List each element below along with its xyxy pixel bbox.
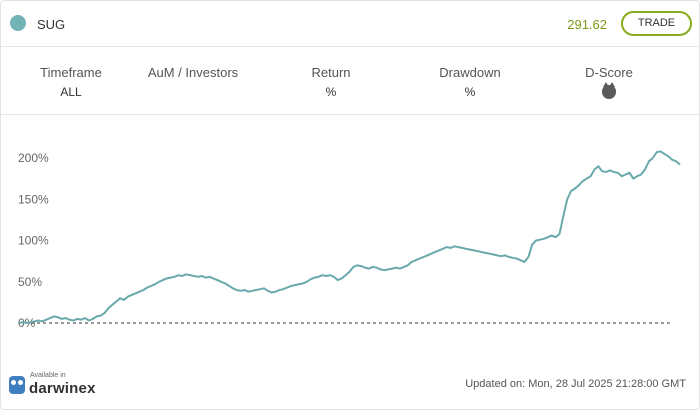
dscore-icon[interactable]: [602, 82, 616, 99]
darwinex-owl-icon: [9, 376, 25, 394]
darwinex-logo[interactable]: Available in darwinex: [9, 371, 129, 397]
stat-label: D-Score: [585, 65, 633, 80]
stat-value: %: [464, 85, 476, 99]
trade-button[interactable]: TRADE: [621, 11, 692, 36]
stat-drawdown: Drawdown %: [405, 65, 535, 101]
y-tick-label: 200%: [18, 151, 49, 165]
y-tick-label: 150%: [18, 192, 49, 206]
stats-row: Timeframe ALL AuM / Investors Return % D…: [1, 47, 700, 115]
strategy-name[interactable]: SUG: [37, 17, 66, 32]
darwinex-wordmark: darwinex: [29, 380, 96, 397]
stat-label: Return: [311, 65, 351, 80]
strategy-price: 291.62: [567, 17, 607, 32]
updated-timestamp: Updated on: Mon, 28 Jul 2025 21:28:00 GM…: [465, 378, 686, 390]
stat-timeframe: Timeframe ALL: [6, 65, 136, 101]
stat-dscore: D-Score: [544, 65, 674, 101]
stat-label: AuM / Investors: [147, 65, 239, 80]
return-series-line: [18, 150, 681, 324]
stat-return: Return %: [266, 65, 396, 101]
stat-label: Timeframe: [40, 65, 102, 80]
y-tick-label: 100%: [18, 234, 49, 248]
strategy-dot-icon: [10, 15, 26, 31]
stat-value[interactable]: ALL: [60, 85, 82, 99]
stat-label: Drawdown: [439, 65, 501, 80]
y-axis-ticks: 200%150%100%50%0%: [18, 151, 49, 330]
available-in-label: Available in: [30, 372, 66, 379]
stat-aum-investors: AuM / Investors: [128, 65, 258, 101]
stat-value: %: [325, 85, 337, 99]
stat-value: [544, 82, 674, 101]
card-header: SUG 291.62 TRADE: [1, 1, 700, 47]
y-tick-label: 50%: [18, 275, 42, 289]
stat-value: [128, 85, 258, 101]
return-chart[interactable]: 200%150%100%50%0%: [1, 115, 700, 365]
